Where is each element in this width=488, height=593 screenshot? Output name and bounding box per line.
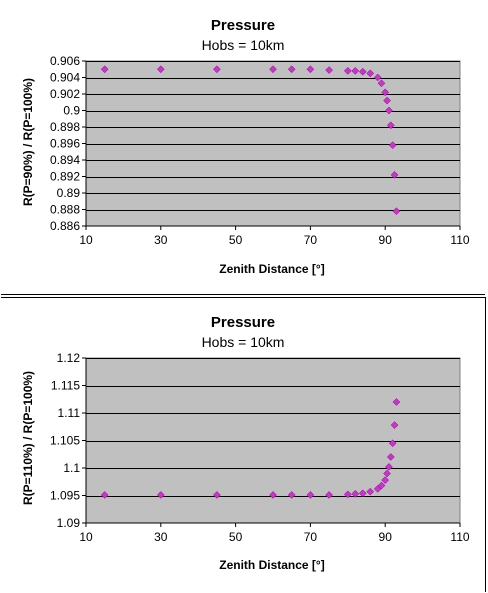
chart-1-data-point bbox=[269, 65, 277, 74]
chart-1-data-point bbox=[385, 106, 393, 115]
chart-2-y-tick-label: 1.115 bbox=[51, 379, 80, 393]
chart-2-data-point bbox=[377, 481, 386, 490]
chart-1-x-axis-title: Zenith Distance [°] bbox=[219, 262, 324, 276]
chart-1-data-point bbox=[325, 66, 333, 74]
chart-1-y-tick-label: 0.896 bbox=[50, 137, 80, 151]
chart-2-x-tick-label: 30 bbox=[154, 530, 168, 544]
chart-2-y-tick-label: 1.12 bbox=[57, 351, 81, 365]
chart-1-x-tick-label: 30 bbox=[154, 233, 168, 247]
chart-2-data-point bbox=[388, 439, 397, 448]
chart-1-data-point bbox=[386, 121, 395, 130]
chart-2-x-axis-title: Zenith Distance [°] bbox=[219, 558, 324, 572]
chart-1-data-point bbox=[100, 65, 109, 74]
chart-1-data-point bbox=[390, 170, 399, 179]
chart-panel-top: Pressure Hobs = 10km Zenith Distance [°]… bbox=[1, 0, 485, 295]
chart-2-data-point bbox=[213, 491, 221, 499]
chart-2-data-point bbox=[358, 489, 367, 498]
chart-2-plot: 1.09 1.095 1.1 1.105 1.11 1.115 1.12 10 30 50 70 90… bbox=[50, 351, 470, 544]
chart-2-y-tick-label: 1.095 bbox=[50, 489, 80, 503]
chart-1-x-tick-label: 90 bbox=[379, 233, 393, 247]
chart-1-y-tick-label: 0.894 bbox=[50, 153, 80, 167]
chart-1-x-tick-label: 110 bbox=[450, 233, 469, 247]
chart-1-data-point bbox=[343, 67, 352, 75]
chart-2-data-point bbox=[381, 476, 390, 484]
chart-2-x-tick-label: 10 bbox=[79, 530, 93, 544]
chart-1-y-tick-label: 0.886 bbox=[50, 219, 80, 233]
chart-2-data-point bbox=[386, 453, 395, 461]
chart-1-x-tick-label: 50 bbox=[229, 233, 243, 247]
chart-2-x-tick-label: 70 bbox=[304, 530, 318, 544]
chart-2-y-tick-label: 1.11 bbox=[58, 406, 81, 420]
chart-2-data-point bbox=[385, 463, 393, 471]
chart-1-data-point bbox=[388, 141, 397, 150]
chart-2-y-tick-label: 1.09 bbox=[57, 516, 81, 530]
chart-1-data-point bbox=[351, 67, 360, 75]
chart-1-x-tick-label: 70 bbox=[304, 233, 318, 247]
chart-1-x-tick-label: 10 bbox=[79, 233, 93, 247]
chart-2-data-point bbox=[351, 489, 360, 498]
chart-2-x-tick-label: 50 bbox=[229, 530, 243, 544]
chart-2-data-point bbox=[269, 491, 277, 499]
chart-1-data-point bbox=[358, 67, 367, 76]
chart-1-y-tick-label: 0.892 bbox=[50, 170, 80, 184]
chart-1-y-axis-title: R(P=90%) / R(P=100%) bbox=[21, 78, 35, 206]
chart-1-plot: 0.886 0.888 0.89 0.892 0.894 0.896 0.898 0.9 0.9… bbox=[50, 54, 470, 247]
chart-2-data-point bbox=[383, 469, 391, 478]
chart-2-data-point bbox=[156, 491, 165, 499]
chart-2-data-point bbox=[100, 491, 109, 499]
chart-2-x-tick-label: 110 bbox=[450, 530, 469, 544]
chart-1-title: Pressure bbox=[211, 17, 275, 34]
chart-1-subtitle: Hobs = 10km bbox=[202, 37, 285, 53]
chart-2-subtitle: Hobs = 10km bbox=[202, 334, 285, 350]
chart-2-data-point bbox=[287, 491, 296, 499]
chart-1-data-point bbox=[366, 69, 375, 78]
chart-2-y-axis-title: R(P=110%) / R(P=100%) bbox=[21, 371, 35, 505]
chart-2-y-tick-label: 1.105 bbox=[50, 434, 80, 448]
chart-1-y-tick-label: 0.9 bbox=[63, 104, 80, 118]
chart-1-data-point bbox=[213, 65, 221, 74]
chart-1-y-tick-label: 0.906 bbox=[50, 54, 80, 68]
chart-2-data-point bbox=[306, 491, 315, 499]
chart-1-y-tick-label: 0.888 bbox=[50, 203, 80, 217]
chart-1-data-point bbox=[381, 88, 390, 97]
chart-2-title: Pressure bbox=[211, 314, 275, 331]
chart-2-data-point bbox=[392, 398, 401, 406]
chart-2-data-point bbox=[366, 487, 375, 496]
chart-2-svg: Pressure Hobs = 10km Zenith Distance [°]… bbox=[21, 314, 470, 572]
chart-1-y-tick-label: 0.898 bbox=[50, 120, 80, 134]
chart-2-data-point bbox=[325, 491, 333, 499]
chart-1-svg: Pressure Hobs = 10km Zenith Distance [°]… bbox=[21, 17, 470, 276]
chart-1-data-point bbox=[377, 79, 386, 88]
chart-1-plot-area bbox=[85, 60, 461, 227]
chart-1-data-point bbox=[156, 65, 165, 74]
chart-2-data-point bbox=[390, 421, 399, 429]
chart-1-y-tick-label: 0.902 bbox=[50, 87, 80, 101]
chart-2-x-tick-label: 90 bbox=[379, 530, 393, 544]
chart-1-y-tick-label: 0.89 bbox=[57, 186, 81, 200]
chart-1-data-point bbox=[392, 207, 401, 216]
chart-1-data-point bbox=[373, 73, 382, 82]
chart-1-data-point bbox=[306, 65, 315, 74]
chart-1-y-tick-label: 0.904 bbox=[50, 71, 80, 85]
chart-1-data-point bbox=[287, 65, 296, 74]
chart-2-y-tick-label: 1.1 bbox=[63, 461, 80, 475]
chart-2-data-point bbox=[343, 490, 352, 499]
chart-1-data-point bbox=[383, 96, 391, 105]
chart-panel-bottom: Pressure Hobs = 10km Zenith Distance [°]… bbox=[1, 297, 486, 592]
